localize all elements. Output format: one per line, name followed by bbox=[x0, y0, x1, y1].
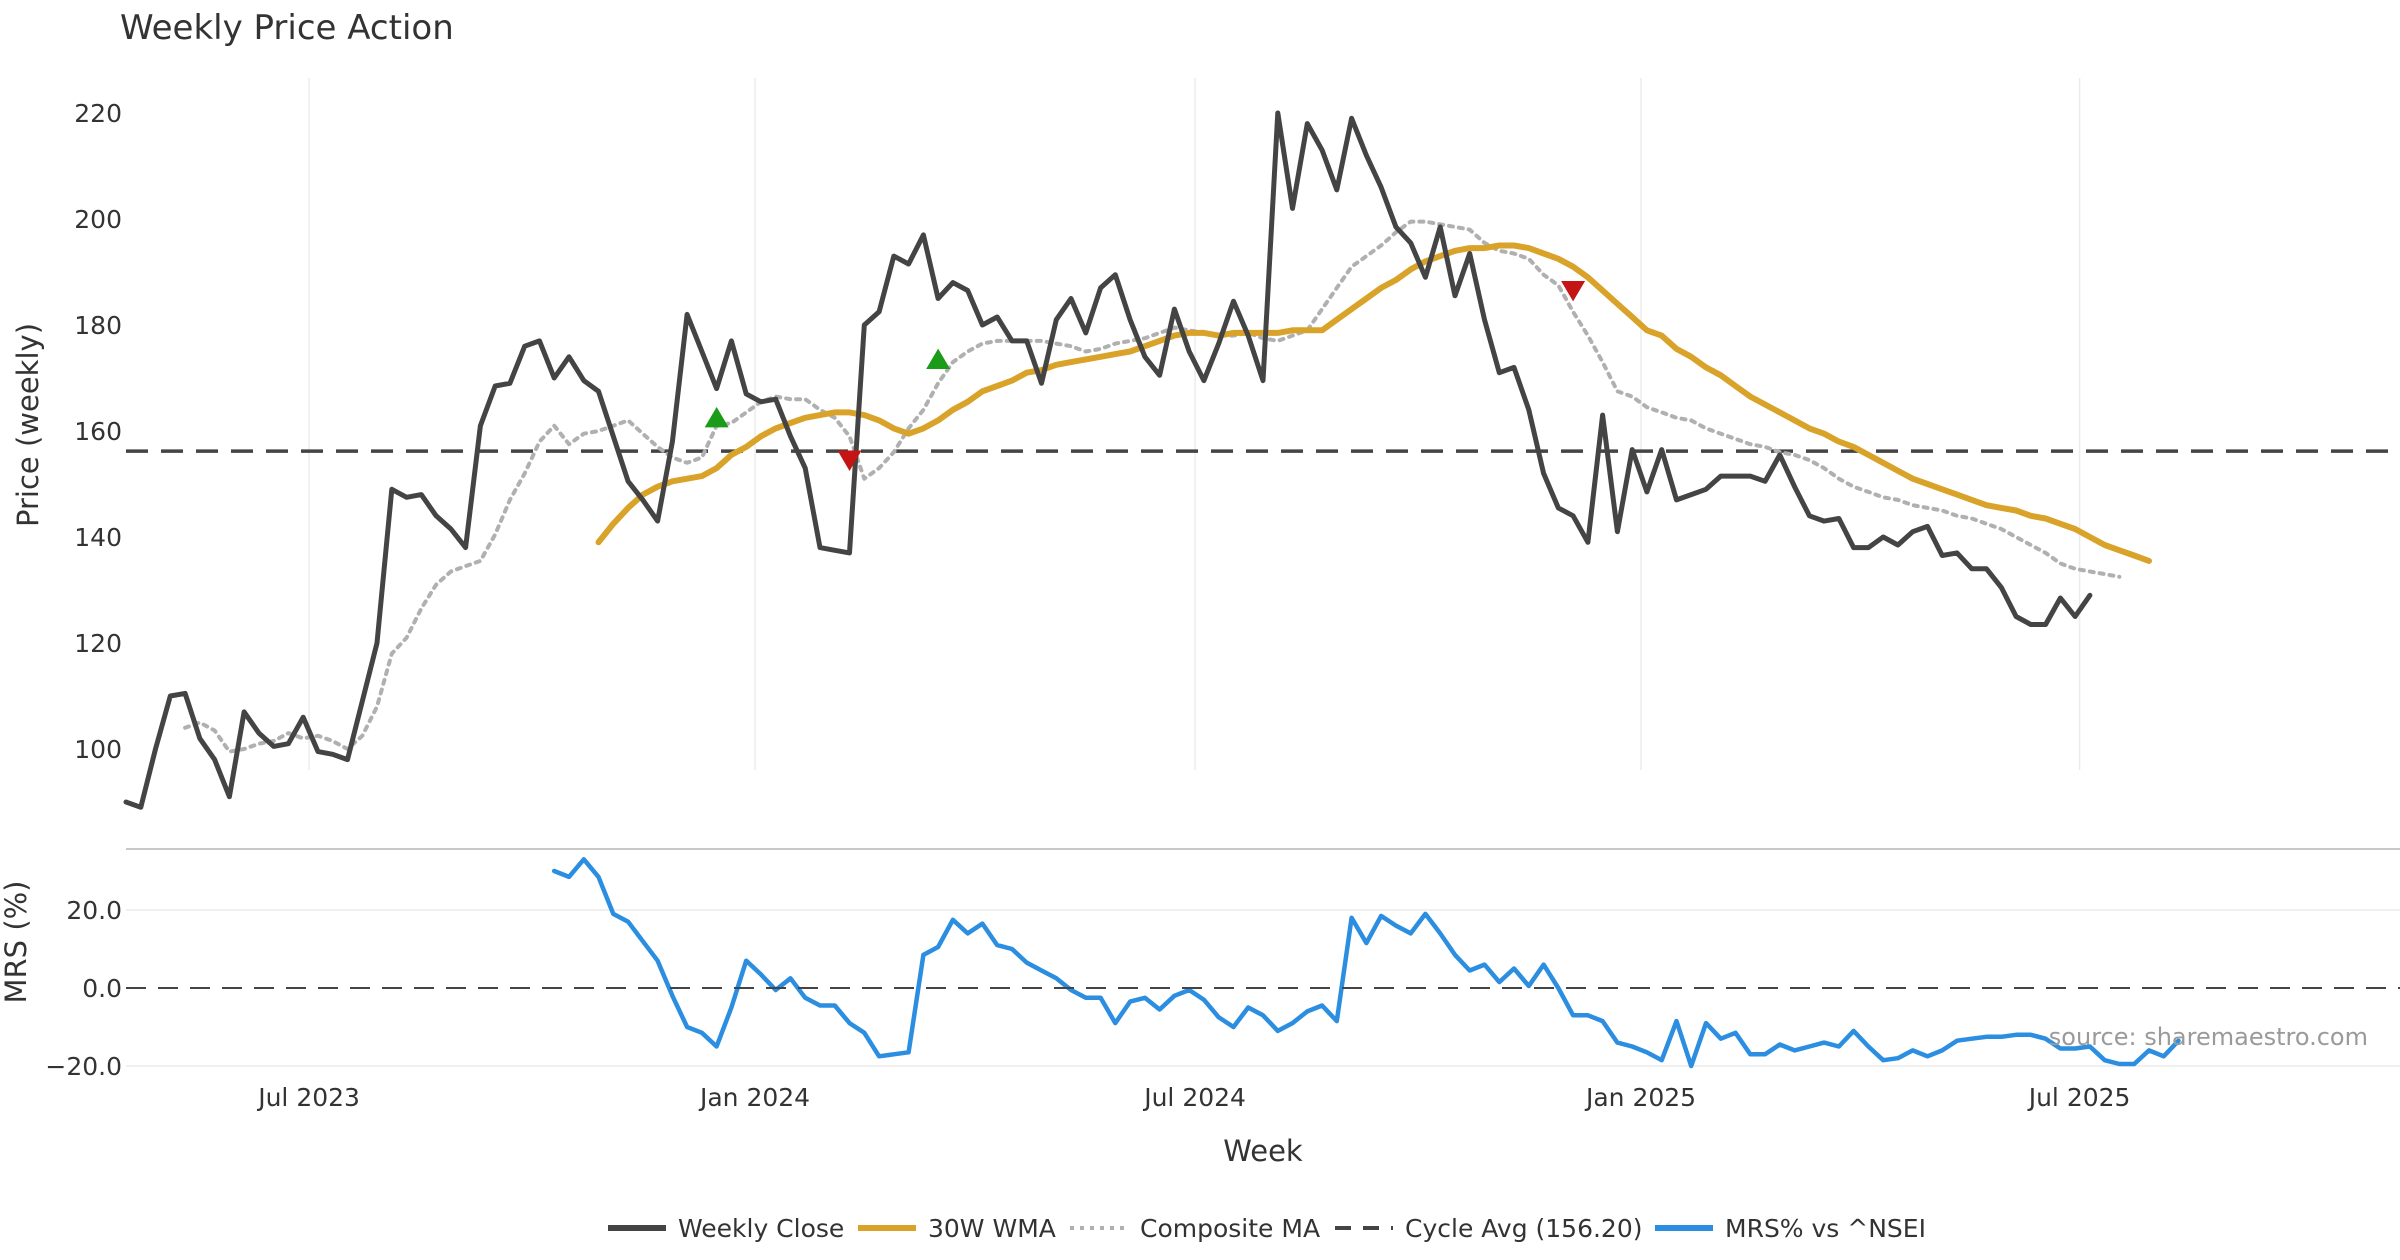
mrs-panel-grid bbox=[126, 909, 2400, 1067]
price-y-tick-label: 100 bbox=[74, 735, 122, 764]
mrs-series bbox=[126, 857, 2400, 1069]
legend-label: Weekly Close bbox=[678, 1214, 844, 1243]
mrs-y-axis-label: MRS (%) bbox=[0, 881, 33, 1004]
legend-item: Cycle Avg (156.20) bbox=[1335, 1214, 1643, 1243]
series-weekly-close bbox=[123, 110, 2093, 810]
chart-title: Weekly Price Action bbox=[120, 8, 454, 48]
series-30w-wma bbox=[595, 242, 2152, 564]
series-mrs-vs-nsei bbox=[551, 857, 2181, 1069]
legend-label: Cycle Avg (156.20) bbox=[1405, 1214, 1643, 1243]
x-tick-label: Jul 2025 bbox=[2027, 1083, 2131, 1112]
legend-item: Weekly Close bbox=[608, 1214, 844, 1243]
mrs-y-ticks: 20.0 0.0 −20.0 bbox=[45, 896, 122, 1081]
source-credit: source: sharemaestro.com bbox=[2049, 1023, 2368, 1051]
x-axis-label: Week bbox=[1223, 1134, 1303, 1168]
sell-signal-marker bbox=[837, 450, 862, 471]
legend-label: 30W WMA bbox=[928, 1214, 1056, 1243]
price-y-tick-label: 160 bbox=[74, 417, 122, 446]
legend-item: Composite MA bbox=[1070, 1214, 1320, 1243]
price-series bbox=[123, 110, 2400, 810]
x-tick-label: Jan 2025 bbox=[1584, 1083, 1696, 1112]
mrs-y-tick-label: −20.0 bbox=[45, 1052, 122, 1081]
sell-signal-marker bbox=[1561, 280, 1586, 302]
price-y-ticks: 100 120 140 160 180 200 220 bbox=[74, 99, 122, 764]
legend-item: 30W WMA bbox=[858, 1214, 1056, 1243]
legend: Weekly Close 30W WMA Composite MA Cycle Avg… bbox=[608, 1214, 1926, 1243]
x-tick-label: Jul 2024 bbox=[1142, 1083, 1246, 1112]
price-y-tick-label: 140 bbox=[74, 523, 122, 552]
buy-signal-marker bbox=[926, 348, 951, 370]
mrs-y-tick-label: 0.0 bbox=[82, 974, 122, 1003]
legend-label: Composite MA bbox=[1140, 1214, 1320, 1243]
signal-markers bbox=[704, 280, 1586, 471]
price-y-tick-label: 180 bbox=[74, 311, 122, 340]
price-y-tick-label: 220 bbox=[74, 99, 122, 128]
x-tick-label: Jan 2024 bbox=[698, 1083, 810, 1112]
series-composite-ma bbox=[183, 219, 2122, 754]
x-tick-label: Jul 2023 bbox=[256, 1083, 360, 1112]
price-y-tick-label: 120 bbox=[74, 629, 122, 658]
price-y-tick-label: 200 bbox=[74, 205, 122, 234]
price-y-axis-label: Price (weekly) bbox=[11, 323, 45, 527]
price-panel-grid bbox=[308, 78, 2081, 770]
buy-signal-marker bbox=[704, 406, 729, 428]
mrs-y-tick-label: 20.0 bbox=[66, 896, 122, 925]
x-axis-ticks: Jul 2023 Jan 2024 Jul 2024 Jan 2025 Jul 2025 bbox=[256, 1083, 2130, 1112]
legend-item: MRS% vs ^NSEI bbox=[1655, 1214, 1926, 1243]
legend-label: MRS% vs ^NSEI bbox=[1725, 1214, 1926, 1243]
